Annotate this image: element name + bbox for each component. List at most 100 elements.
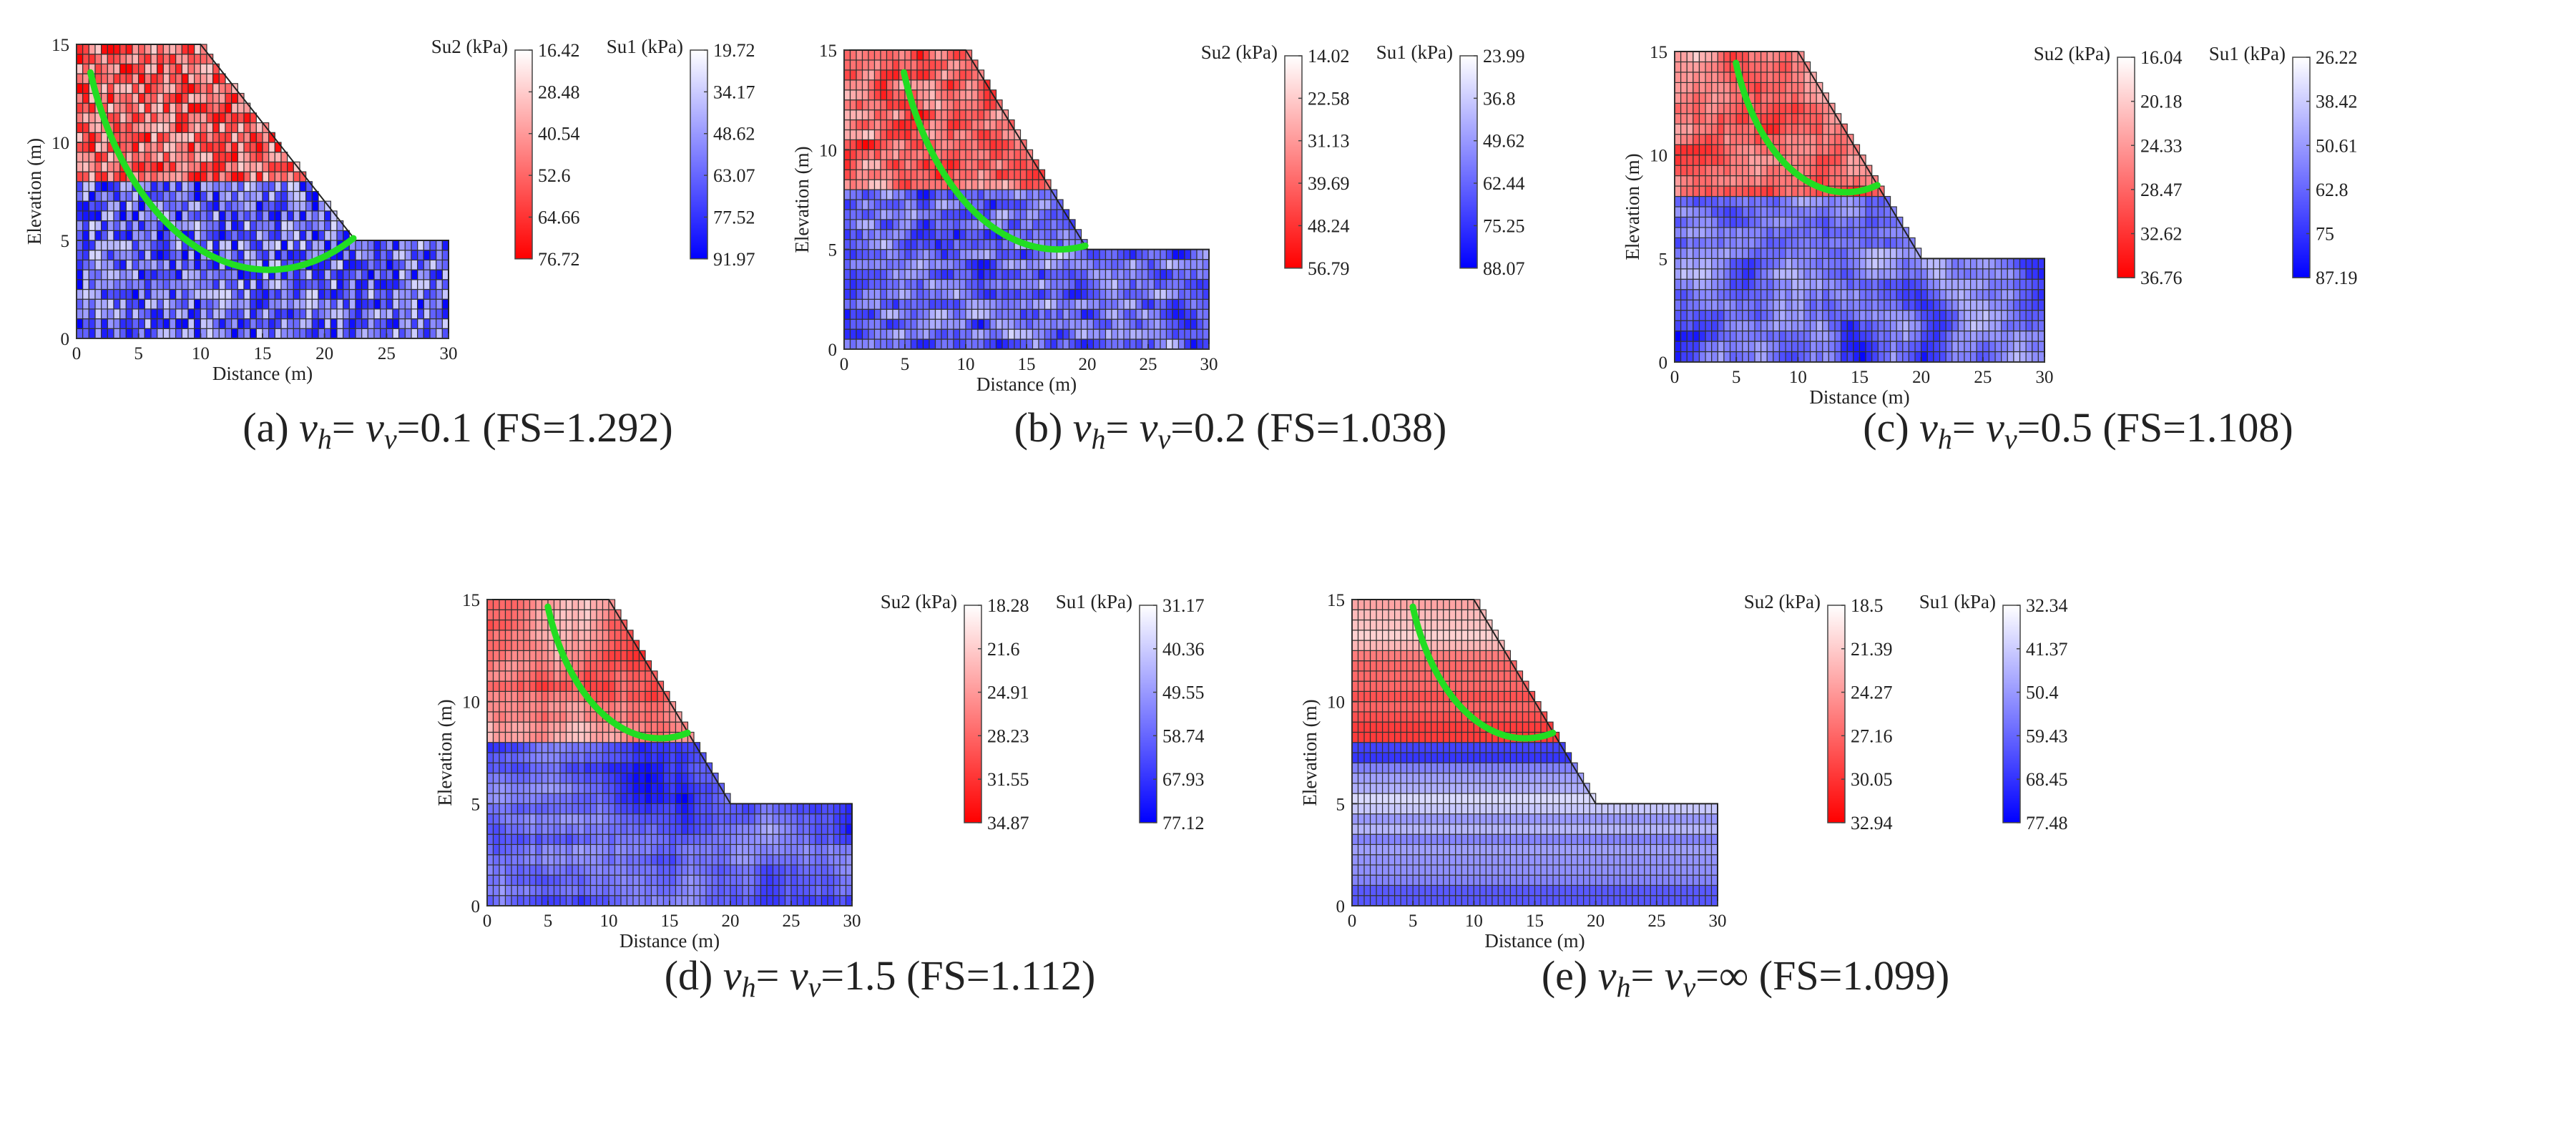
field-cell <box>1889 289 1897 300</box>
field-cell <box>602 833 609 845</box>
field-cell <box>638 721 646 733</box>
field-cell <box>620 640 628 651</box>
field-cell <box>343 279 350 290</box>
field-cell <box>941 209 949 220</box>
field-cell <box>1693 195 1700 207</box>
field-cell <box>1889 320 1897 332</box>
field-cell <box>101 63 108 74</box>
field-cell <box>638 854 646 866</box>
field-cell <box>255 132 263 143</box>
field-cell <box>1160 328 1167 340</box>
field-cell <box>181 63 189 74</box>
field-cell <box>107 44 114 55</box>
field-cell <box>632 690 640 703</box>
field-cell <box>1698 237 1706 249</box>
field-cell <box>849 199 857 210</box>
field-cell <box>392 240 400 251</box>
field-cell <box>1816 206 1823 218</box>
field-cell <box>941 318 949 330</box>
field-cell <box>1785 134 1793 145</box>
field-cell <box>1723 134 1731 145</box>
field-cell <box>596 640 604 651</box>
field-cell <box>1754 258 1762 270</box>
field-cell <box>212 308 220 320</box>
field-cell <box>1939 310 1946 321</box>
field-cell <box>529 884 537 896</box>
field-cell <box>1111 338 1119 350</box>
field-cell <box>1674 289 1682 300</box>
field-cell <box>553 711 561 723</box>
field-cell <box>657 793 665 804</box>
field-cell <box>398 288 406 300</box>
field-cell <box>268 250 275 261</box>
field-cell <box>175 298 182 310</box>
field-cell <box>1896 320 1904 332</box>
field-cell <box>318 269 325 280</box>
field-cell <box>218 308 226 320</box>
field-cell <box>1846 165 1854 177</box>
field-cell <box>589 640 597 651</box>
field-cell <box>1945 351 1953 363</box>
field-cell <box>977 328 985 340</box>
field-cell <box>492 762 500 774</box>
field-cell <box>735 874 743 886</box>
field-cell <box>1884 216 1891 228</box>
field-cell <box>880 189 888 200</box>
field-cell <box>735 803 743 815</box>
field-cell <box>1951 268 1959 280</box>
field-cell <box>626 793 634 804</box>
field-cell <box>162 250 170 261</box>
field-cell <box>280 240 288 251</box>
field-cell <box>1760 248 1768 259</box>
field-cell <box>699 813 707 825</box>
field-cell <box>1184 249 1192 260</box>
field-cell <box>417 259 424 270</box>
field-cell <box>577 793 585 804</box>
field-cell <box>181 44 189 55</box>
field-cell <box>547 711 555 723</box>
field-cell <box>1674 278 1682 290</box>
field-cell <box>1019 229 1027 240</box>
field-cell <box>373 288 381 300</box>
field-cell <box>1760 237 1768 249</box>
field-cell <box>1711 113 1718 124</box>
field-cell <box>2001 268 2008 280</box>
field-cell <box>584 762 592 774</box>
field-cell <box>1760 310 1768 321</box>
field-cell <box>711 803 719 815</box>
field-cell <box>577 752 585 763</box>
field-cell <box>910 149 918 160</box>
field-cell <box>898 209 906 220</box>
field-cell <box>861 308 869 320</box>
field-cell <box>977 119 985 131</box>
field-cell <box>833 895 841 906</box>
field-cell <box>516 783 524 794</box>
field-cell <box>318 308 325 320</box>
field-cell <box>645 874 652 886</box>
field-cell <box>287 250 294 261</box>
field-cell <box>1889 331 1897 342</box>
field-cell <box>845 803 853 815</box>
field-cell <box>1834 134 1842 145</box>
field-cell <box>650 742 658 753</box>
field-cell <box>200 171 207 182</box>
field-cell <box>2007 268 2014 280</box>
field-cell <box>922 318 930 330</box>
field-cell <box>175 190 182 202</box>
field-cell <box>693 884 701 896</box>
field-cell <box>2025 289 2033 300</box>
field-cell <box>1705 268 1713 280</box>
field-cell <box>1680 237 1688 249</box>
field-cell <box>1970 278 1977 290</box>
field-cell <box>486 711 494 723</box>
field-cell <box>1080 308 1088 320</box>
field-cell <box>1014 209 1022 220</box>
colorbar-su2-tick-label: 64.66 <box>538 207 580 228</box>
field-cell <box>194 230 201 241</box>
colorbar-su1-tick-label: 63.07 <box>713 165 755 186</box>
field-cell <box>243 161 251 172</box>
field-cell <box>614 752 622 763</box>
field-cell <box>125 328 133 339</box>
field-cell <box>681 762 689 774</box>
